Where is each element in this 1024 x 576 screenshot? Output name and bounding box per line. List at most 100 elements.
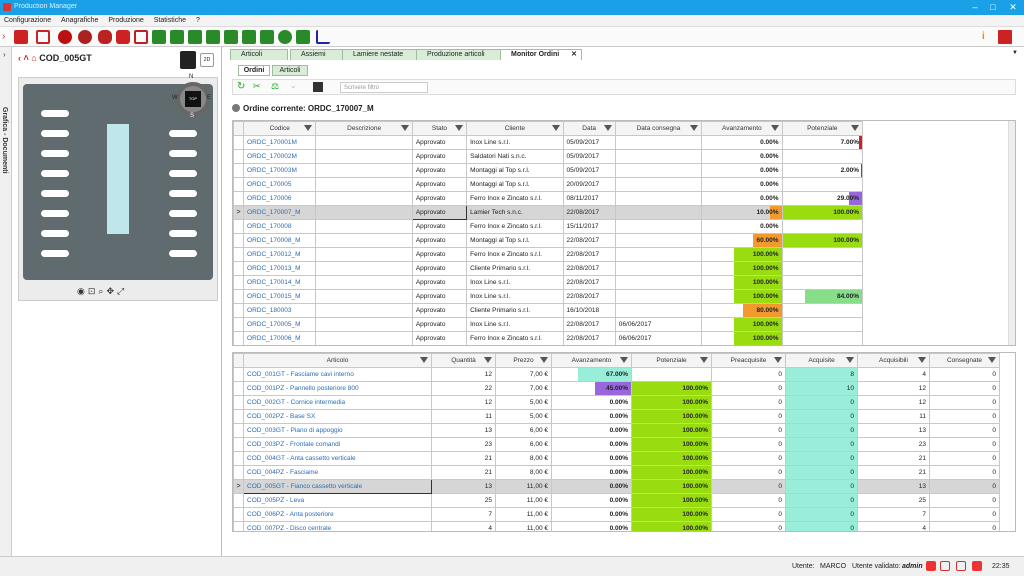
- close-icon[interactable]: ✕: [1009, 2, 1017, 12]
- filter-icon[interactable]: [455, 125, 464, 131]
- subtab-ordini[interactable]: Ordini: [238, 65, 270, 76]
- close-tab-icon[interactable]: ✕: [571, 51, 577, 58]
- column-header-avanzamento[interactable]: Avanzamento: [701, 121, 783, 136]
- order-row[interactable]: ORDC_170002M Approvato Saldatori Nati s.n.…: [233, 149, 864, 164]
- order-row[interactable]: ORDC_170003M Approvato Montaggi al Top s.r…: [233, 163, 864, 178]
- top-face[interactable]: TOP: [185, 91, 201, 107]
- pdf-icon[interactable]: [180, 51, 196, 69]
- article-row[interactable]: COD_003GT - Piano di appoggio 13 6,00 €0.0…: [233, 423, 1000, 438]
- article-name[interactable]: COD_005GT - Fianco cassetto verticale: [243, 479, 432, 494]
- filter-icon[interactable]: [620, 357, 628, 363]
- column-header-descrizione[interactable]: Descrizione: [315, 121, 413, 136]
- order-code[interactable]: ORDC_170007_M: [243, 205, 317, 220]
- truck-icon[interactable]: [14, 30, 28, 44]
- filter-icon[interactable]: [770, 125, 779, 131]
- article-name[interactable]: COD_005PZ - Leva: [243, 493, 432, 508]
- document-green-icon[interactable]: [152, 30, 166, 44]
- article-name[interactable]: COD_004PZ - Fasciame: [243, 465, 432, 480]
- article-row[interactable]: COD_004GT - Anta cassetto verticale 21 8,0…: [233, 451, 1000, 466]
- article-row[interactable]: COD_006PZ - Anta posteriore 7 11,00 €0.00%…: [233, 507, 1000, 522]
- tabs-dropdown-icon[interactable]: ▼: [1012, 50, 1018, 56]
- order-row[interactable]: ORDC_170013_M Approvato Cliente Primario s…: [233, 261, 864, 276]
- order-code[interactable]: ORDC_170013_M: [243, 261, 317, 276]
- column-header-consegnate[interactable]: Consegnate: [929, 353, 1000, 368]
- database-icon[interactable]: [116, 30, 130, 44]
- column-header-stato[interactable]: Stato: [411, 121, 468, 136]
- article-name[interactable]: COD_002GT - Cornice intermedia: [243, 395, 432, 410]
- list-icon[interactable]: [224, 30, 238, 44]
- article-row[interactable]: COD_003PZ - Frontale comandi 23 6,00 €0.00…: [233, 437, 1000, 452]
- filter-icon[interactable]: [700, 357, 708, 363]
- order-code[interactable]: ORDC_170008_M: [243, 233, 317, 248]
- order-row[interactable]: ORDC_170001M Approvato Inox Line s.r.l. 05/…: [233, 135, 864, 150]
- tab-lamiere-nestate[interactable]: Lamiere nestate: [342, 49, 418, 60]
- chevron-right-icon[interactable]: ›: [2, 31, 6, 42]
- article-name[interactable]: COD_001GT - Fasciame cavi interno: [243, 367, 432, 382]
- column-header-potenziale[interactable]: Potenziale: [631, 353, 712, 368]
- minimize-icon[interactable]: –: [972, 2, 978, 12]
- filter-icon[interactable]: [400, 125, 409, 131]
- order-row[interactable]: ORDC_170005_M Approvato Inox Line s.r.l. 22…: [233, 317, 864, 332]
- filter-icon[interactable]: [690, 125, 699, 131]
- order-code[interactable]: ORDC_170001M: [243, 135, 317, 150]
- filter-icon[interactable]: [304, 125, 313, 131]
- order-row[interactable]: ORDC_170012_M Approvato Ferro Inox e Zinca…: [233, 247, 864, 262]
- part-viewer[interactable]: TOP N S E W ◉⊡⌕✥⤢: [18, 74, 218, 301]
- column-header-cliente[interactable]: Cliente: [466, 121, 564, 136]
- doc-icon[interactable]: [956, 561, 966, 571]
- collapse-circle-icon[interactable]: [232, 104, 240, 112]
- order-row[interactable]: ORDC_170015_M Approvato Inox Line s.r.l. 22…: [233, 289, 864, 304]
- tab-articoli[interactable]: Articoli: [230, 49, 288, 60]
- menu-anagrafiche[interactable]: Anagrafiche: [61, 17, 99, 24]
- article-row[interactable]: COD_002GT - Cornice intermedia 12 5,00 €0.…: [233, 395, 1000, 410]
- line-chart-icon[interactable]: [316, 30, 330, 44]
- tools-icon[interactable]: [278, 30, 292, 44]
- order-code[interactable]: ORDC_170014_M: [243, 275, 317, 290]
- filter-icon[interactable]: [603, 125, 612, 131]
- record-icon[interactable]: [926, 561, 936, 571]
- scissors-icon[interactable]: ✂: [253, 81, 261, 91]
- order-code[interactable]: ORDC_170015_M: [243, 289, 317, 304]
- order-code[interactable]: ORDC_180003: [243, 303, 317, 318]
- filter-icon[interactable]: [420, 357, 428, 363]
- menu-produzione[interactable]: Produzione: [108, 17, 144, 24]
- forklift-icon[interactable]: [260, 30, 274, 44]
- tab-produzione-articoli[interactable]: Produzione articoli: [416, 49, 502, 60]
- article-row[interactable]: COD_005PZ - Leva 25 11,00 €0.00% 100.00% 0 0 2…: [233, 493, 1000, 508]
- back-icon[interactable]: ‹: [18, 53, 21, 63]
- article-row[interactable]: COD_001PZ - Pannello posteriore 800 22 7,0…: [233, 381, 1000, 396]
- side-label[interactable]: Grafica - Documenti: [1, 107, 8, 174]
- order-code[interactable]: ORDC_170002M: [243, 149, 317, 164]
- view-2d-button[interactable]: 2D: [200, 53, 214, 67]
- info-icon[interactable]: i: [982, 31, 985, 42]
- order-code[interactable]: ORDC_170006_M: [243, 331, 317, 345]
- order-code[interactable]: ORDC_170005: [243, 177, 317, 192]
- factory-icon[interactable]: [206, 30, 220, 44]
- filter-icon[interactable]: [918, 357, 926, 363]
- filter-icon[interactable]: [484, 357, 492, 363]
- logout-icon[interactable]: [998, 30, 1012, 44]
- group-icon[interactable]: [78, 30, 92, 44]
- filter-input[interactable]: Scrivere filtro: [340, 82, 428, 93]
- column-header-codice[interactable]: Codice: [243, 121, 317, 136]
- fit-icon[interactable]: ⤢: [117, 286, 128, 296]
- order-row[interactable]: ORDC_170006_M Approvato Ferro Inox e Zinca…: [233, 331, 864, 345]
- zoom-box-icon[interactable]: ⊡: [87, 286, 99, 296]
- orders-scrollbar[interactable]: [1008, 121, 1015, 345]
- monitor-icon[interactable]: [940, 561, 950, 571]
- filter-icon[interactable]: [551, 125, 560, 131]
- order-code[interactable]: ORDC_170003M: [243, 163, 317, 178]
- chevron-down-icon[interactable]: ⌄: [290, 81, 297, 90]
- balance-icon[interactable]: ⚖: [271, 81, 280, 91]
- filter-icon[interactable]: [774, 357, 782, 363]
- pan-icon[interactable]: ✥: [106, 286, 117, 296]
- home-icon[interactable]: ⌂: [31, 53, 37, 63]
- grid-icon[interactable]: [296, 30, 310, 44]
- alert-icon[interactable]: [972, 561, 982, 571]
- column-header-preacquisite[interactable]: Preacquisite: [711, 353, 786, 368]
- zoom-icon[interactable]: ⌕: [98, 286, 107, 296]
- table-icon[interactable]: [242, 30, 256, 44]
- filter-icon[interactable]: [540, 357, 548, 363]
- article-name[interactable]: COD_006PZ - Anta posteriore: [243, 507, 432, 522]
- refresh-icon[interactable]: ↻: [237, 81, 246, 92]
